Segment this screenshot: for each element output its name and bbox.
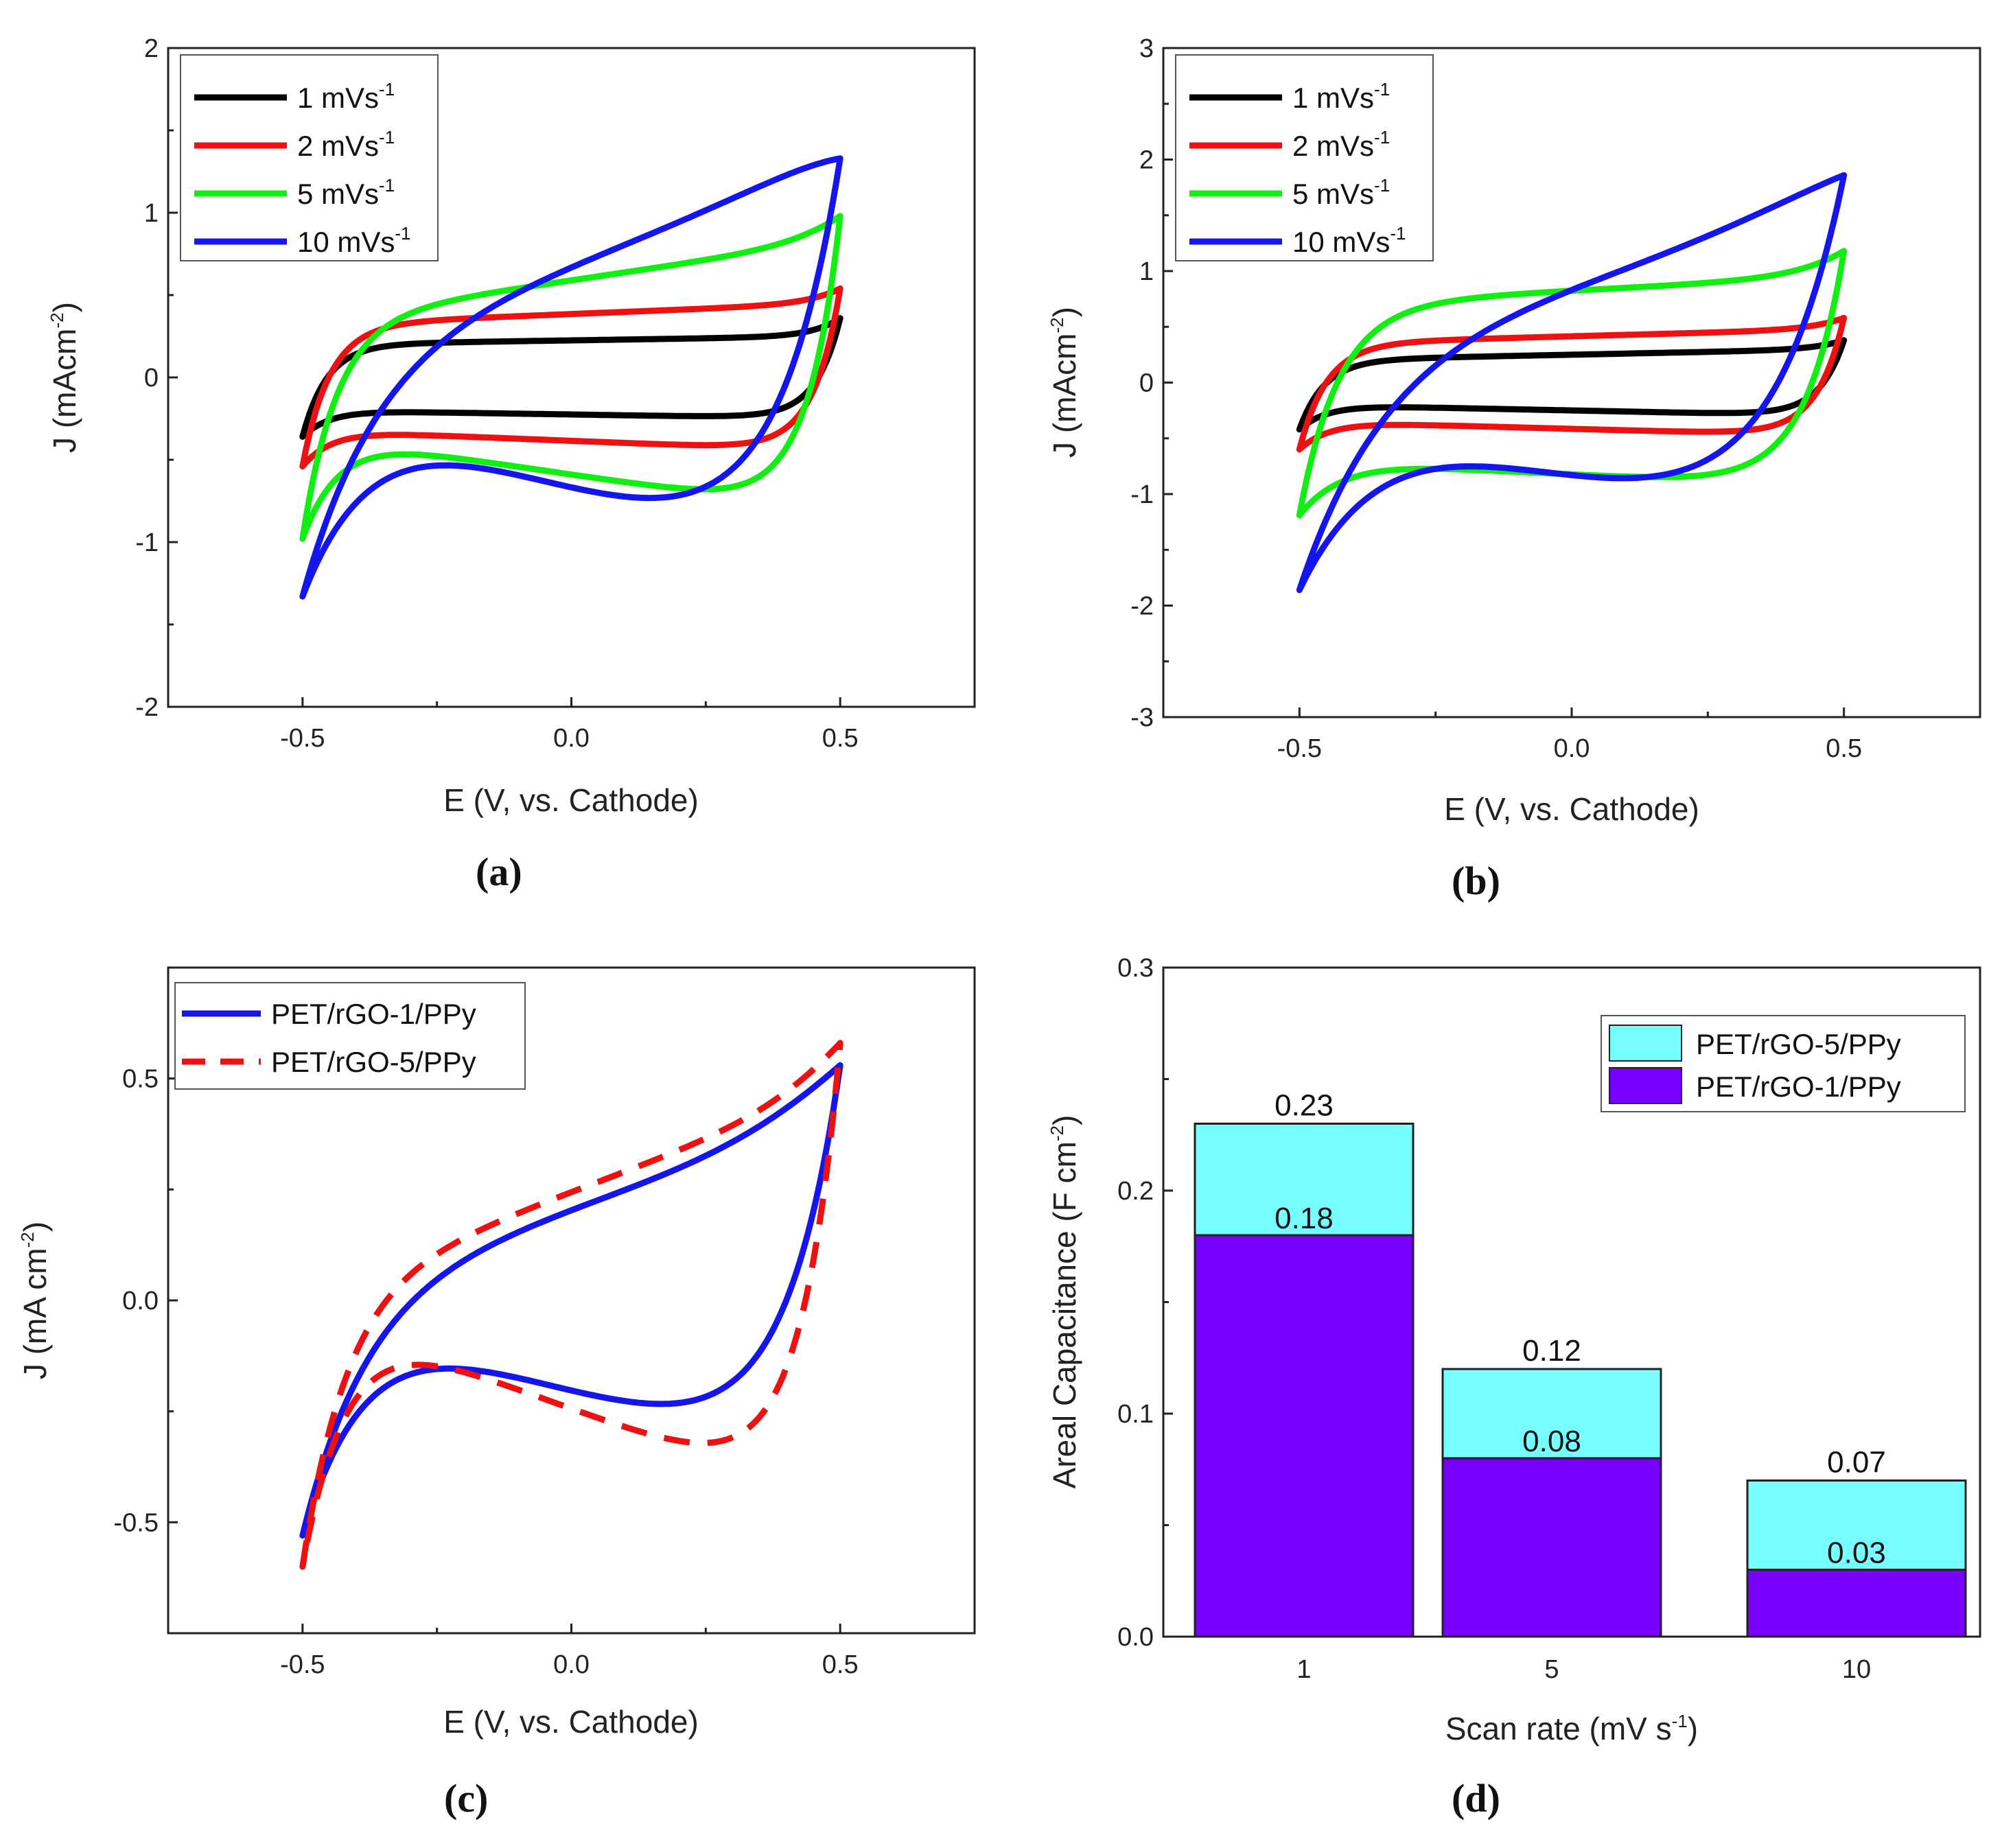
x-axis-title-b: E (V, vs. Cathode) (1444, 791, 1699, 827)
legend-label-d-0: PET/rGO-5/PPy (1696, 1028, 1901, 1060)
legend-swatch-d-0 (1609, 1025, 1682, 1062)
panel-b: -3 -2 -1 0 1 2 3 -0.5 0.0 0.5 1 mVs-1 2 mVs-1 5 m… (1047, 34, 1981, 903)
y-axis-title-b: J (mAcm-2) (1047, 307, 1082, 458)
legend-box-a (180, 54, 439, 261)
panel-label-b: (b) (1452, 858, 1500, 903)
legend-label-d-1: PET/rGO-1/PPy (1696, 1071, 1901, 1103)
curves-a (299, 155, 843, 600)
legend-box-b (1175, 54, 1434, 261)
y-tick-label: 0.3 (1117, 954, 1154, 983)
y-tick-label: 0 (1139, 369, 1154, 398)
axis-ticks-b: -3 -2 -1 0 1 2 3 -0.5 0.0 0.5 (1130, 34, 1862, 763)
x-tick-label: 0.5 (1826, 734, 1862, 763)
x-tick-label: 0.0 (1554, 734, 1590, 763)
y-axis-title-c: J (mA cm-2) (17, 1221, 53, 1379)
legend-label-c-0: PET/rGO-1/PPy (271, 998, 476, 1030)
legend-label-a-3: 10 mVs-1 (297, 223, 411, 258)
panel-d: 0.00.10.20.31 5 10 0.230.180.120.080.070.0… (1047, 954, 1981, 1821)
series-line-a-2 (299, 213, 843, 542)
y-tick-label: -2 (135, 693, 159, 722)
y-tick-label: 2 (1139, 146, 1154, 175)
legend-d: PET/rGO-5/PPy PET/rGO-1/PPy (1601, 1015, 1966, 1112)
y-axis-title-d: Areal Capacitance (F cm-2) (1047, 1115, 1082, 1489)
x-axis-title-d: Scan rate (mV s-1) (1445, 1711, 1698, 1746)
legend-swatch-d-1 (1609, 1067, 1682, 1104)
x-tick-label: 10 (1842, 1655, 1871, 1684)
y-tick-label: 0.2 (1117, 1177, 1154, 1206)
x-tick-label: 0.0 (553, 724, 590, 753)
bar-label-total-1: 0.23 (1275, 1089, 1334, 1123)
y-tick-label: -1 (1130, 480, 1154, 509)
legend-label-a-2: 5 mVs-1 (297, 175, 395, 210)
x-axis-title-a: E (V, vs. Cathode) (443, 782, 699, 818)
legend-label-b-1: 2 mVs-1 (1292, 127, 1390, 162)
x-tick-label: -0.5 (280, 724, 325, 753)
y-tick-label: 2 (144, 34, 159, 63)
panel-a: -2 -1 0 1 2 -0.5 0.0 0.5 1 mVs-1 2 mVs-1 5 mVs-… (47, 34, 976, 894)
x-tick-label: 1 (1296, 1655, 1311, 1684)
y-axis-title-a: J (mAcm-2) (47, 302, 82, 453)
y-tick-label: 3 (1139, 34, 1154, 63)
bars-d: 0.23 0.18 0.12 0.08 0.07 0.03 (1194, 1089, 1967, 1638)
y-tick-label: -1 (135, 528, 159, 557)
x-axis-title-c: E (V, vs. Cathode) (443, 1704, 699, 1740)
legend-label-b-2: 5 mVs-1 (1292, 175, 1390, 210)
series-line-a-3 (299, 155, 843, 600)
legend-b: 1 mVs-1 2 mVs-1 5 mVs-1 10 mVs-1 (1175, 54, 1434, 261)
y-tick-label: 0.0 (122, 1287, 159, 1315)
x-tick-label: 0.5 (822, 724, 859, 753)
x-tick-label: 0.5 (822, 1650, 859, 1679)
axis-ticks-c: -0.5 0.0 0.5 -0.5 0.0 0.5 (114, 1065, 859, 1679)
series-line-c-0 (299, 1062, 843, 1539)
legend-label-b-0: 1 mVs-1 (1292, 79, 1390, 114)
bar-base-1 (1194, 1234, 1415, 1638)
axis-ticks-a: -2 -1 0 1 2 -0.5 0.0 0.5 (135, 34, 858, 753)
bar-label-total-10: 0.07 (1827, 1446, 1886, 1479)
y-tick-label: 1 (1139, 257, 1154, 286)
bar-label-base-1: 0.18 (1275, 1202, 1334, 1235)
curves-b (1296, 172, 1848, 594)
legend-a: 1 mVs-1 2 mVs-1 5 mVs-1 10 mVs-1 (180, 54, 439, 261)
y-tick-label: -2 (1130, 592, 1154, 621)
x-tick-label: -0.5 (280, 1650, 325, 1679)
bar-base-10 (1746, 1569, 1967, 1638)
legend-label-a-1: 2 mVs-1 (297, 127, 395, 162)
legend-label-c-1: PET/rGO-5/PPy (271, 1046, 476, 1078)
panel-label-c: (c) (444, 1776, 488, 1821)
series-line-c-1 (299, 1040, 843, 1570)
panel-c: -0.5 0.0 0.5 -0.5 0.0 0.5 PET/rGO-1/PPy PET/r… (17, 966, 976, 1821)
bar-base-5 (1441, 1457, 1662, 1638)
series-line-a-1 (299, 285, 843, 470)
y-tick-label: 0 (144, 364, 159, 393)
y-tick-label: 0.5 (122, 1065, 159, 1094)
x-tick-label: 0.0 (553, 1650, 590, 1679)
x-tick-label: 5 (1544, 1655, 1559, 1684)
series-line-b-3 (1296, 172, 1848, 594)
series-line-b-1 (1296, 314, 1848, 453)
axis-ticks-d: 0.0 0.1 0.2 0.3 1 5 10 (1117, 954, 1871, 1684)
series-line-b-0 (1296, 337, 1848, 433)
y-tick-label: -3 (1130, 703, 1154, 732)
y-tick-label: -0.5 (114, 1508, 159, 1537)
y-tick-label: 0.0 (1117, 1623, 1154, 1652)
y-tick-label: 1 (144, 199, 159, 228)
legend-box-c (174, 982, 526, 1090)
series-line-a-0 (299, 315, 843, 440)
legend-label-a-0: 1 mVs-1 (297, 79, 395, 114)
legend-c: PET/rGO-1/PPy PET/rGO-5/PPy (174, 982, 526, 1090)
panel-label-d: (d) (1452, 1776, 1500, 1821)
x-tick-label: -0.5 (1277, 734, 1322, 763)
series-line-b-2 (1296, 248, 1848, 519)
legend-label-b-3: 10 mVs-1 (1292, 223, 1406, 258)
bar-label-base-5: 0.08 (1522, 1425, 1581, 1458)
curves-c (299, 1040, 843, 1570)
y-tick-label: 0.1 (1117, 1400, 1154, 1429)
panel-label-a: (a) (476, 850, 522, 894)
bar-label-base-10: 0.03 (1827, 1536, 1886, 1570)
bar-label-total-5: 0.12 (1522, 1334, 1581, 1368)
